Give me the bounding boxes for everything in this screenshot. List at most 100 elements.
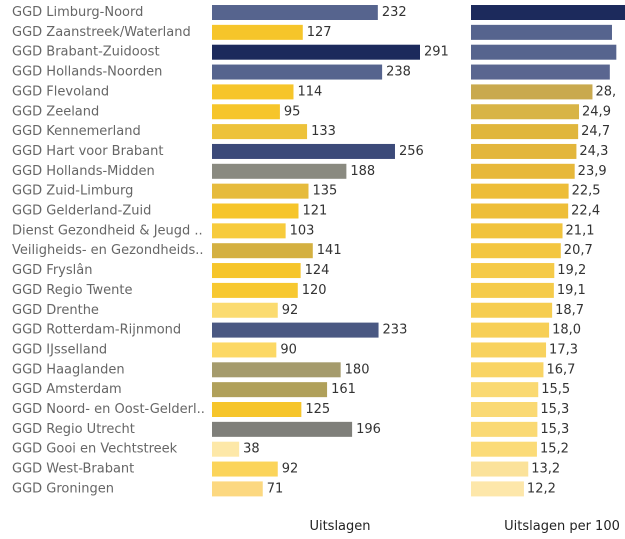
uitslagen-per-100-bar <box>471 322 550 338</box>
uitslagen-per-100-bar <box>471 402 538 417</box>
category-label: GGD Hollands-Noorden <box>12 65 162 80</box>
uitslagen-value-label: 127 <box>307 25 332 40</box>
uitslagen-value-label: 71 <box>267 481 284 496</box>
uitslagen-per-100-value-label: 12,2 <box>527 481 556 496</box>
uitslagen-bar <box>212 362 341 378</box>
uitslagen-per-100-bar <box>471 104 580 120</box>
uitslagen-per-100-value-label: 18,0 <box>552 323 581 338</box>
category-label: GGD Brabant-Zuidoost <box>12 45 160 60</box>
category-label: GGD Regio Utrecht <box>12 422 135 437</box>
category-label: GGD Zaanstreek/Waterland <box>12 25 191 40</box>
uitslagen-value-label: 114 <box>297 84 322 99</box>
uitslagen-value-label: 124 <box>305 263 330 278</box>
category-label: GGD Groningen <box>12 481 114 496</box>
uitslagen-per-100-bar <box>471 263 555 279</box>
uitslagen-value-label: 232 <box>382 5 407 20</box>
uitslagen-per-100-bar <box>471 84 593 100</box>
category-label: GGD Amsterdam <box>12 382 122 397</box>
uitslagen-per-100-value-label: 24,7 <box>581 124 610 139</box>
uitslagen-bar <box>212 44 420 60</box>
category-label: GGD Drenthe <box>12 303 99 318</box>
uitslagen-per-100-value-label: 15,5 <box>541 382 570 397</box>
category-label: GGD Hollands-Midden <box>12 164 155 179</box>
uitslagen-value-label: 141 <box>317 243 342 258</box>
uitslagen-value-label: 196 <box>356 422 381 437</box>
uitslagen-value-label: 188 <box>350 164 375 179</box>
uitslagen-per-100-bar <box>471 44 617 60</box>
uitslagen-per-100-bar <box>471 461 529 477</box>
uitslagen-value-label: 120 <box>302 283 327 298</box>
uitslagen-per-100-bar <box>471 243 561 259</box>
uitslagen-per-100-value-label: 24,9 <box>582 104 611 119</box>
category-label: GGD Kennemerland <box>12 124 141 139</box>
uitslagen-per-100-value-label: 24,3 <box>579 144 608 159</box>
uitslagen-value-label: 38 <box>243 442 260 457</box>
uitslagen-per-100-bar <box>471 342 547 358</box>
category-label: GGD Noord- en Oost-Gelderl.. <box>12 402 205 417</box>
uitslagen-value-label: 256 <box>399 144 424 159</box>
uitslagen-bar <box>212 481 263 497</box>
uitslagen-per-100-value-label: 23,9 <box>578 164 607 179</box>
uitslagen-per-100-value-label: 22,4 <box>571 204 600 219</box>
uitslagen-bar <box>212 5 378 20</box>
category-label: GGD West-Brabant <box>12 462 134 477</box>
uitslagen-per-100-bar <box>471 24 612 40</box>
uitslagen-bar <box>212 124 308 140</box>
category-label: GGD Zeeland <box>12 104 99 119</box>
uitslagen-bar <box>212 421 353 437</box>
uitslagen-value-label: 103 <box>290 223 315 238</box>
uitslagen-per-100-value-label: 21,1 <box>566 223 595 238</box>
uitslagen-bar <box>212 24 303 40</box>
category-label: GGD Regio Twente <box>12 283 132 298</box>
uitslagen-bar <box>212 263 301 279</box>
uitslagen-value-label: 125 <box>305 402 330 417</box>
uitslagen-bar <box>212 183 309 199</box>
uitslagen-value-label: 121 <box>302 204 327 219</box>
uitslagen-per-100-bar <box>471 64 610 80</box>
category-label: GGD Flevoland <box>12 84 109 99</box>
uitslagen-bar <box>212 461 278 477</box>
uitslagen-value-label: 180 <box>345 362 370 377</box>
category-label: GGD Hart voor Brabant <box>12 144 163 159</box>
uitslagen-per-100-value-label: 19,2 <box>557 263 586 278</box>
uitslagen-bar <box>212 302 278 318</box>
uitslagen-bar <box>212 223 286 239</box>
uitslagen-axis-title: Uitslagen <box>309 519 370 534</box>
uitslagen-per-100-value-label: 15,3 <box>540 402 569 417</box>
uitslagen-per-100-axis-title: Uitslagen per 100 <box>504 519 620 534</box>
uitslagen-per-100-value-label: 18,7 <box>555 303 584 318</box>
uitslagen-per-100-bar <box>471 362 544 378</box>
uitslagen-bar <box>212 441 240 457</box>
category-label: Dienst Gezondheid & Jeugd .. <box>12 223 203 238</box>
uitslagen-per-100-bar <box>471 143 577 159</box>
category-label: GGD Rotterdam-Rijnmond <box>12 323 181 338</box>
uitslagen-per-100-bar <box>471 382 539 398</box>
uitslagen-per-100-value-label: 16,7 <box>546 362 575 377</box>
uitslagen-value-label: 161 <box>331 382 356 397</box>
uitslagen-value-label: 233 <box>383 323 408 338</box>
uitslagen-bar <box>212 64 383 80</box>
uitslagen-per-100-bar <box>471 203 569 219</box>
uitslagen-value-label: 133 <box>311 124 336 139</box>
uitslagen-bar <box>212 84 294 100</box>
uitslagen-per-100-bar <box>471 183 569 199</box>
uitslagen-bar <box>212 382 328 398</box>
uitslagen-per-100-value-label: 13,2 <box>531 462 560 477</box>
uitslagen-value-label: 92 <box>282 303 299 318</box>
category-label: GGD Fryslân <box>12 263 92 278</box>
uitslagen-bar <box>212 322 379 338</box>
uitslagen-bar <box>212 243 313 259</box>
uitslagen-per-100-value-label: 19,1 <box>557 283 586 298</box>
uitslagen-value-label: 95 <box>284 104 301 119</box>
uitslagen-value-label: 238 <box>386 65 411 80</box>
uitslagen-per-100-bar <box>471 282 554 298</box>
uitslagen-per-100-value-label: 20,7 <box>564 243 593 258</box>
uitslagen-per-100-bar <box>471 124 579 140</box>
uitslagen-per-100-bar <box>471 163 575 179</box>
category-label: GGD Limburg-Noord <box>12 5 143 20</box>
uitslagen-bar <box>212 203 299 219</box>
category-label: GGD Haaglanden <box>12 362 125 377</box>
uitslagen-per-100-bar <box>471 441 537 457</box>
uitslagen-value-label: 291 <box>424 45 449 60</box>
